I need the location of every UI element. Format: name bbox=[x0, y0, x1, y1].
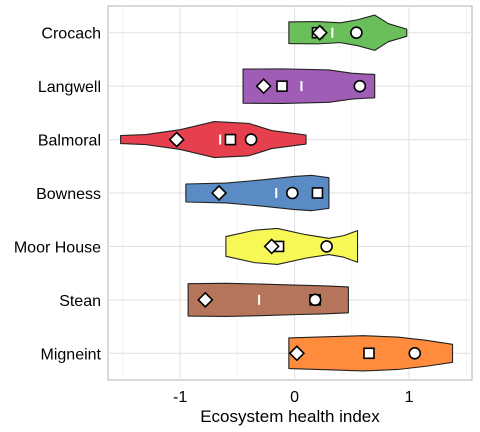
circle-marker bbox=[350, 26, 363, 40]
violin-body bbox=[120, 121, 307, 159]
category-label: Bowness bbox=[36, 186, 101, 203]
violin-balmoral bbox=[120, 121, 307, 159]
square-marker bbox=[311, 187, 324, 199]
category-label: Moor House bbox=[14, 239, 101, 256]
x-tick-label: 1 bbox=[405, 389, 414, 406]
violin-body bbox=[225, 227, 359, 265]
square-marker bbox=[276, 80, 288, 92]
diamond-marker bbox=[263, 238, 280, 255]
violin-body bbox=[185, 174, 330, 212]
circle-marker bbox=[308, 293, 322, 307]
violin-bowness bbox=[185, 174, 330, 212]
circle-marker bbox=[244, 133, 258, 146]
violin-moor-house bbox=[225, 227, 359, 265]
violin-langwell bbox=[242, 68, 376, 104]
square-marker bbox=[363, 347, 375, 360]
circle-marker bbox=[285, 186, 299, 200]
violin-migneint bbox=[288, 335, 454, 372]
diamond-marker bbox=[255, 78, 272, 95]
diamond-marker bbox=[168, 131, 185, 148]
category-label: Balmoral bbox=[38, 133, 101, 150]
violins bbox=[120, 14, 454, 372]
violin-crocach bbox=[288, 14, 408, 51]
category-labels: Crocach Langwell Balmoral Bowness Moor House… bbox=[14, 26, 102, 364]
category-label: Langwell bbox=[38, 79, 101, 96]
category-label: Stean bbox=[59, 293, 101, 310]
square-marker bbox=[224, 133, 237, 146]
violin-body bbox=[288, 14, 408, 51]
circle-marker bbox=[320, 240, 333, 253]
x-tick-labels: -1 0 1 bbox=[173, 389, 414, 406]
diamond-marker bbox=[197, 291, 214, 308]
x-tick-label: -1 bbox=[173, 389, 187, 406]
violin-stean bbox=[187, 282, 349, 317]
violin-body bbox=[242, 68, 376, 104]
violin-body bbox=[187, 282, 349, 317]
circle-marker bbox=[353, 79, 367, 93]
x-axis-title: Ecosystem health index bbox=[200, 407, 380, 426]
circle-marker bbox=[408, 346, 422, 360]
x-tick-label: 0 bbox=[290, 389, 299, 406]
diamond-marker bbox=[210, 184, 228, 202]
diamond-marker bbox=[311, 24, 328, 41]
category-label: Crocach bbox=[41, 26, 101, 43]
category-label: Migneint bbox=[41, 346, 102, 363]
diamond-marker bbox=[288, 345, 305, 362]
